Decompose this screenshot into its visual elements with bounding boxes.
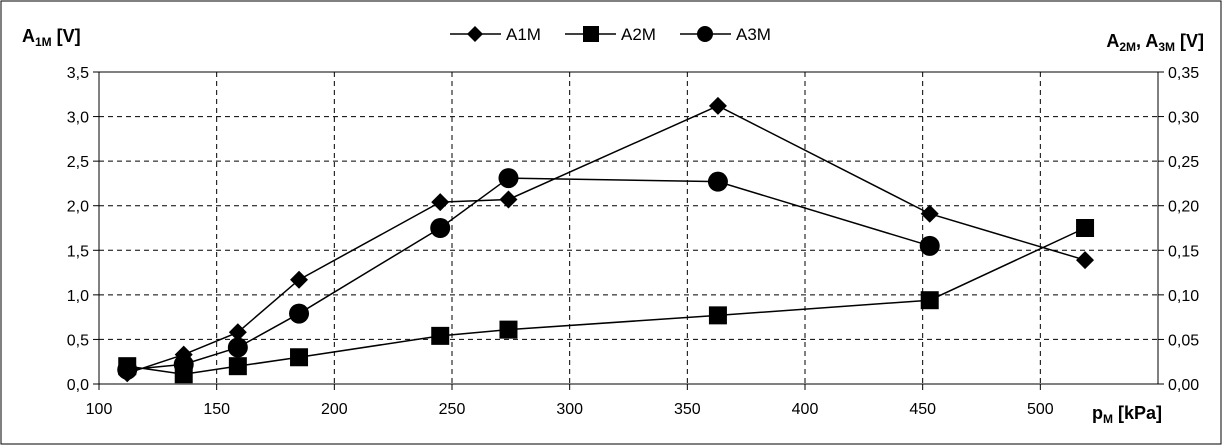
y-right-tick-label: 0,00 bbox=[1168, 377, 1199, 394]
y-left-tick-label: 0,0 bbox=[67, 377, 89, 394]
x-tick-label: 200 bbox=[321, 401, 348, 418]
y-left-tick-label: 2,0 bbox=[67, 199, 89, 216]
data-point-a1m bbox=[499, 190, 518, 209]
data-point-a3m bbox=[498, 168, 519, 189]
y-left-tick-label: 1,5 bbox=[67, 243, 89, 260]
x-axis: 100 150 200 250 300 350 400 450 500 bbox=[86, 384, 1054, 418]
data-point-a3m bbox=[919, 235, 940, 256]
data-point-a2m bbox=[499, 320, 518, 339]
data-point-a1m bbox=[431, 193, 450, 212]
data-point-a3m bbox=[707, 171, 728, 192]
data-point-a1m bbox=[228, 323, 247, 342]
legend: A1M A2M A3M bbox=[450, 25, 771, 44]
data-point-a3m bbox=[430, 218, 451, 238]
plot-area bbox=[98, 71, 1159, 385]
legend-marker-diamond bbox=[467, 26, 483, 42]
x-tick-label: 100 bbox=[86, 401, 113, 418]
legend-label-a2m: A2M bbox=[621, 25, 656, 44]
data-point-a2m bbox=[290, 348, 309, 367]
data-point-a3m bbox=[289, 303, 310, 324]
legend-marker-square bbox=[583, 26, 599, 42]
x-tick-label: 250 bbox=[439, 401, 466, 418]
data-point-a3m bbox=[173, 354, 194, 375]
y-left-tick-label: 3,5 bbox=[67, 65, 89, 82]
legend-item-a2m: A2M bbox=[565, 25, 656, 44]
x-tick-label: 150 bbox=[203, 401, 230, 418]
legend-label-a3m: A3M bbox=[736, 25, 771, 44]
x-axis-label: pM [kPa] bbox=[1092, 403, 1162, 426]
data-point-a1m bbox=[920, 204, 939, 223]
x-tick-label: 400 bbox=[792, 401, 819, 418]
y-right-tick-label: 0,30 bbox=[1168, 110, 1199, 127]
y-right-tick-label: 0,35 bbox=[1168, 65, 1199, 82]
grid bbox=[99, 72, 1158, 384]
legend-item-a1m: A1M bbox=[450, 25, 541, 44]
x-tick-label: 450 bbox=[909, 401, 936, 418]
legend-marker-circle bbox=[697, 26, 713, 42]
legend-item-a3m: A3M bbox=[680, 25, 771, 44]
y-left-tick-label: 0,5 bbox=[67, 332, 89, 349]
x-tick-label: 500 bbox=[1027, 401, 1054, 418]
x-tick-label: 350 bbox=[674, 401, 701, 418]
y-right-tick-label: 0,15 bbox=[1168, 243, 1199, 260]
y-right-tick-label: 0,10 bbox=[1168, 288, 1199, 305]
y-axis-left: 0,0 0,5 1,0 1,5 2,0 2,5 3,0 3,5 bbox=[67, 65, 99, 394]
series-a3m bbox=[117, 168, 940, 380]
data-point-a1m bbox=[1076, 251, 1095, 270]
data-point-a1m bbox=[290, 270, 309, 289]
legend-label-a1m: A1M bbox=[506, 25, 541, 44]
series-group bbox=[117, 96, 1095, 384]
data-point-a3m bbox=[117, 359, 138, 380]
y-left-tick-label: 3,0 bbox=[67, 110, 89, 127]
y-right-tick-label: 0,05 bbox=[1168, 332, 1199, 349]
y-left-tick-label: 2,5 bbox=[67, 154, 89, 171]
y-axis-left-label: A1M [V] bbox=[22, 26, 81, 49]
y-left-tick-label: 1,0 bbox=[67, 288, 89, 305]
data-point-a2m bbox=[1076, 219, 1095, 237]
y-axis-right: 0,00 0,05 0,10 0,15 0,20 0,25 0,30 0,35 bbox=[1158, 65, 1199, 394]
y-right-tick-label: 0,25 bbox=[1168, 154, 1199, 171]
y-axis-right-label: A2M, A3M [V] bbox=[1106, 31, 1204, 54]
data-point-a2m bbox=[920, 291, 939, 310]
y-right-tick-label: 0,20 bbox=[1168, 199, 1199, 216]
data-point-a2m bbox=[228, 357, 247, 376]
data-point-a2m bbox=[431, 326, 450, 345]
data-point-a2m bbox=[708, 306, 727, 325]
data-point-a1m bbox=[708, 96, 727, 115]
data-point-a3m bbox=[227, 337, 248, 358]
x-tick-label: 300 bbox=[556, 401, 583, 418]
